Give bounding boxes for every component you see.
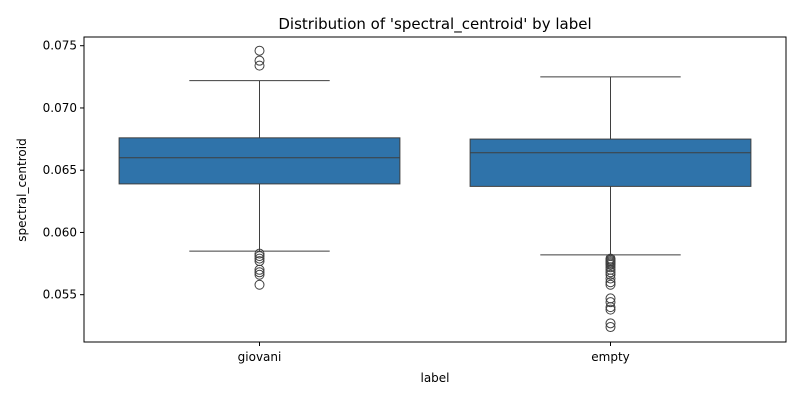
outlier-point [254, 279, 265, 290]
outlier-point [605, 318, 616, 329]
y-tick-label: 0.070 [43, 101, 77, 115]
outlier-point [605, 322, 616, 333]
outlier-point [605, 302, 616, 313]
y-tick-label: 0.075 [43, 39, 77, 53]
plot-frame [83, 36, 787, 343]
outlier-point [605, 277, 616, 288]
y-tick-label: 0.060 [43, 225, 77, 239]
outlier-point [605, 304, 616, 315]
outlier-point [605, 259, 616, 270]
plot-area: 0.055 0.060 0.065 0.070 0.075 giovani empty [43, 39, 752, 364]
outlier-point [254, 45, 265, 56]
box-empty [469, 138, 752, 187]
outlier-point [254, 55, 265, 66]
x-tick-label: empty [591, 350, 630, 364]
outlier-point [254, 269, 265, 280]
outlier-point [254, 267, 265, 278]
outlier-point [254, 253, 265, 264]
outlier-point [254, 264, 265, 275]
outlier-point [254, 248, 265, 259]
outlier-point [605, 269, 616, 280]
outlier-point [605, 297, 616, 308]
outlier-point [605, 262, 616, 273]
outlier-point [605, 273, 616, 284]
y-tick-label: 0.055 [43, 288, 77, 302]
outlier-point [254, 60, 265, 71]
x-tick-label: giovani [238, 350, 282, 364]
x-axis-label: label [420, 371, 449, 385]
box-giovani [118, 137, 401, 185]
y-axis-label: spectral_centroid [15, 138, 29, 241]
outlier-point [254, 251, 265, 262]
outlier-point [605, 267, 616, 278]
chart-title: Distribution of 'spectral_centroid' by l… [278, 15, 591, 34]
y-tick-label: 0.065 [43, 163, 77, 177]
outlier-point [605, 279, 616, 290]
